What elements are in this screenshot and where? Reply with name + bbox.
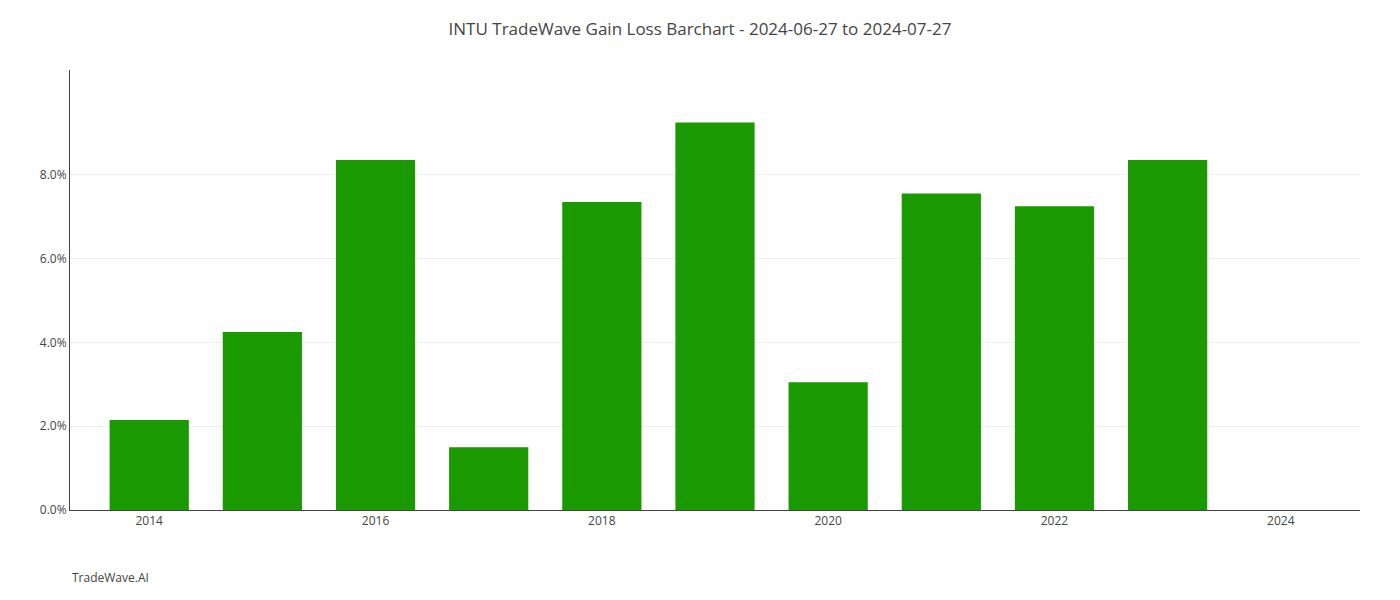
svg-text:0.0%: 0.0% bbox=[40, 501, 67, 518]
svg-text:8.0%: 8.0% bbox=[40, 166, 67, 183]
svg-text:2.0%: 2.0% bbox=[40, 417, 67, 434]
svg-text:2024: 2024 bbox=[1267, 512, 1295, 529]
svg-text:4.0%: 4.0% bbox=[40, 334, 67, 351]
svg-text:INTU TradeWave Gain Loss Barch: INTU TradeWave Gain Loss Barchart - 2024… bbox=[449, 17, 952, 40]
svg-text:2014: 2014 bbox=[135, 512, 163, 529]
svg-text:2018: 2018 bbox=[588, 512, 616, 529]
svg-text:2016: 2016 bbox=[362, 512, 390, 529]
svg-text:2022: 2022 bbox=[1041, 512, 1069, 529]
svg-text:6.0%: 6.0% bbox=[40, 250, 67, 267]
svg-text:2020: 2020 bbox=[814, 512, 842, 529]
svg-text:TradeWave.AI: TradeWave.AI bbox=[72, 569, 149, 586]
